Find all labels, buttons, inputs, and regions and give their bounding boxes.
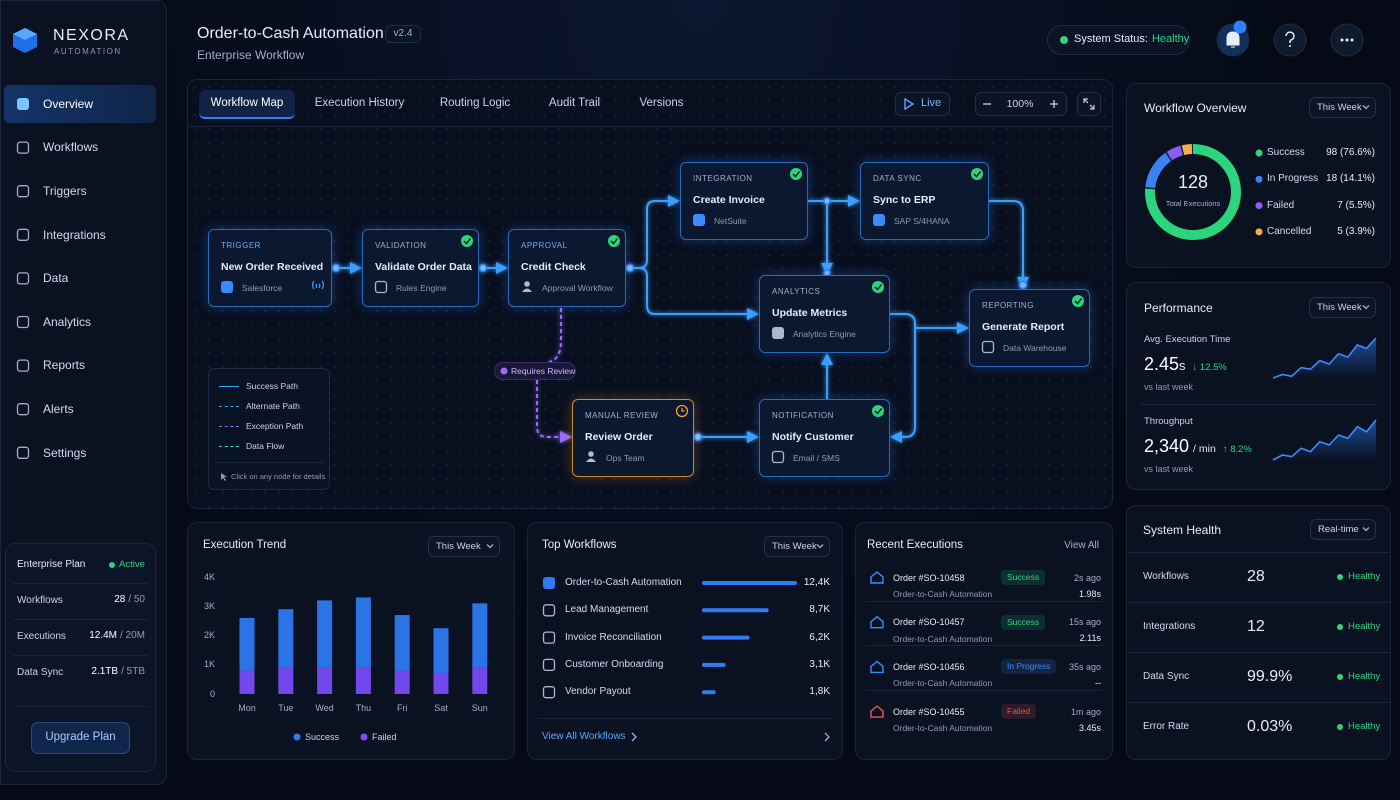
icon-button bbox=[1273, 23, 1307, 57]
badge bbox=[1233, 20, 1247, 34]
overview-panel bbox=[1126, 83, 1391, 268]
recent-panel bbox=[855, 522, 1113, 760]
more-icon bbox=[1350, 38, 1354, 42]
status-dot bbox=[1060, 36, 1068, 44]
status-pill bbox=[1047, 25, 1190, 55]
trend-panel bbox=[187, 522, 515, 760]
system-status: System Status: Healthy bbox=[1074, 29, 1189, 49]
performance-panel bbox=[1126, 282, 1391, 490]
help-icon bbox=[1289, 45, 1291, 47]
workflow-canvas bbox=[187, 79, 1113, 509]
status-label: System Status: bbox=[1074, 33, 1148, 45]
help-icon bbox=[1285, 31, 1295, 43]
top-workflows-panel bbox=[527, 522, 843, 760]
plan-card bbox=[5, 543, 156, 772]
page-title: Order-to-Cash Automation bbox=[197, 25, 384, 43]
version-pill bbox=[385, 25, 421, 43]
more-icon bbox=[1345, 38, 1349, 42]
page-subtitle: Enterprise Workflow bbox=[197, 47, 305, 62]
health-panel bbox=[1126, 505, 1391, 760]
more-icon bbox=[1340, 38, 1344, 42]
bell-icon bbox=[1226, 31, 1240, 48]
icon-button bbox=[1330, 23, 1364, 57]
version: v2.4 bbox=[393, 28, 413, 39]
status-value: Healthy bbox=[1151, 33, 1190, 45]
icon-button bbox=[1216, 23, 1250, 57]
notification-count: 3 bbox=[1237, 22, 1243, 32]
